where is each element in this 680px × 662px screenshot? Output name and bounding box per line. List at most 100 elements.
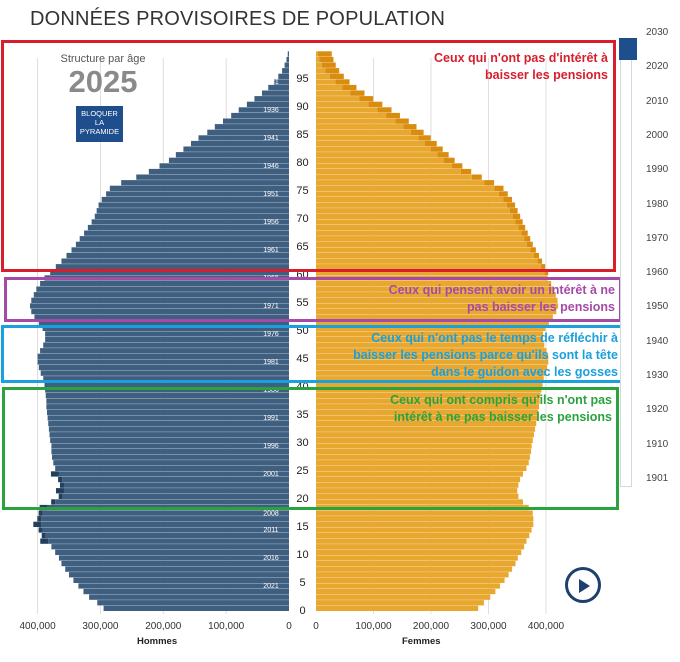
bar-men — [282, 68, 289, 74]
bar-men — [78, 583, 289, 589]
bar-women — [316, 476, 521, 483]
birth-year-label: 1976 — [263, 331, 279, 338]
bar-men — [45, 336, 289, 343]
bar-men-delta — [58, 493, 63, 499]
bar-women — [316, 426, 536, 432]
bar-men — [55, 264, 289, 270]
birth-year-label: 1946 — [263, 163, 279, 170]
bar-women — [316, 208, 510, 214]
bar-men — [62, 493, 289, 499]
age-tick-label: 80 — [296, 157, 308, 169]
bar-women — [316, 588, 496, 595]
bar-men — [183, 146, 289, 152]
bar-women — [316, 252, 534, 259]
bar-women-delta — [443, 157, 455, 163]
bar-women-delta — [418, 135, 431, 141]
bar-women-delta — [471, 174, 482, 180]
bar-women-delta — [509, 208, 518, 214]
bar-women — [316, 107, 378, 113]
bar-men — [71, 247, 289, 253]
bar-women — [316, 146, 431, 152]
bar-women — [316, 538, 527, 544]
bar-women — [316, 241, 528, 247]
bar-men — [46, 398, 289, 404]
bar-men — [43, 342, 289, 348]
bar-men — [42, 325, 289, 331]
bar-women-delta — [321, 62, 336, 68]
year-slider-tick: 2020 — [646, 61, 669, 73]
bar-women — [316, 303, 559, 309]
x-axis-title-men: Hommes — [137, 636, 178, 647]
bar-women — [316, 180, 485, 186]
birth-year-label: 2016 — [263, 555, 279, 562]
year-slider-tick: 1920 — [646, 404, 669, 416]
year-slider-track[interactable] — [620, 40, 632, 487]
chart-subtitle: Structure par âge — [60, 53, 146, 65]
bar-men — [45, 532, 289, 539]
bar-men-delta — [58, 476, 63, 483]
annotation-line: baisser les pensions — [485, 68, 608, 82]
bar-women — [316, 392, 541, 399]
x-tick-label-women: 300,000 — [470, 621, 507, 632]
year-slider-tick: 1901 — [646, 472, 669, 484]
bar-men — [89, 594, 289, 600]
bar-women-delta — [386, 112, 400, 119]
bar-women — [316, 157, 444, 163]
bar-men-delta — [37, 516, 42, 522]
x-tick-label-women: 100,000 — [355, 621, 392, 632]
year-slider-thumb[interactable] — [619, 38, 637, 60]
bar-women — [316, 286, 555, 292]
bar-men — [91, 219, 289, 225]
current-year: 2025 — [68, 64, 138, 99]
bar-women — [316, 213, 513, 219]
bar-men-delta — [59, 482, 64, 488]
bar-men — [287, 51, 289, 57]
bar-women — [316, 404, 540, 410]
bar-men — [31, 308, 290, 315]
birth-year-label: 2008 — [263, 510, 279, 517]
x-axis-title-women: Femmes — [402, 636, 441, 647]
bar-women — [316, 62, 322, 68]
bar-women — [316, 247, 531, 253]
x-tick-label-men: 400,000 — [19, 621, 56, 632]
bar-women-delta — [524, 236, 531, 242]
bar-women — [316, 415, 538, 421]
bar-women — [316, 376, 544, 382]
annotation-line: intérêt à ne pas baisser les pensions — [393, 410, 612, 424]
bar-women — [316, 370, 546, 376]
annotation-line: Ceux qui ont compris qu'ils n'ont pas — [390, 393, 612, 407]
play-button[interactable] — [565, 567, 601, 603]
bar-women — [316, 521, 534, 527]
bar-men — [106, 191, 289, 197]
bar-women-delta — [350, 90, 365, 96]
annotation-text-blue: Ceux qui n'ont pas le temps de réfléchir… — [353, 330, 618, 381]
bar-women — [316, 73, 330, 79]
bar-men — [51, 443, 290, 449]
bar-women — [316, 437, 533, 443]
age-tick-label: 75 — [296, 185, 308, 197]
bar-women-delta — [325, 68, 340, 74]
bar-men — [37, 353, 290, 359]
birth-year-label: 2021 — [263, 583, 279, 590]
bar-men-delta — [40, 538, 49, 544]
bar-men — [214, 124, 289, 130]
bar-men — [121, 180, 290, 186]
bar-men — [50, 437, 290, 443]
bar-women — [316, 292, 556, 298]
birth-year-label: 1991 — [263, 415, 279, 422]
bar-women — [316, 493, 519, 499]
bar-women-delta — [395, 118, 409, 124]
bar-men — [65, 566, 289, 572]
lock-pyramid-button[interactable]: BLOQUER LA PYRAMIDE — [76, 106, 123, 142]
bar-women-delta — [530, 247, 536, 253]
bar-women — [316, 353, 549, 359]
bar-women — [316, 516, 534, 522]
bar-women — [316, 269, 545, 275]
bar-women-delta — [451, 163, 463, 169]
bar-women — [316, 140, 425, 147]
birth-year-label: 1996 — [263, 443, 279, 450]
bar-men — [136, 174, 289, 180]
birth-year-label: 2011 — [263, 527, 278, 534]
bar-women-delta — [498, 191, 508, 197]
